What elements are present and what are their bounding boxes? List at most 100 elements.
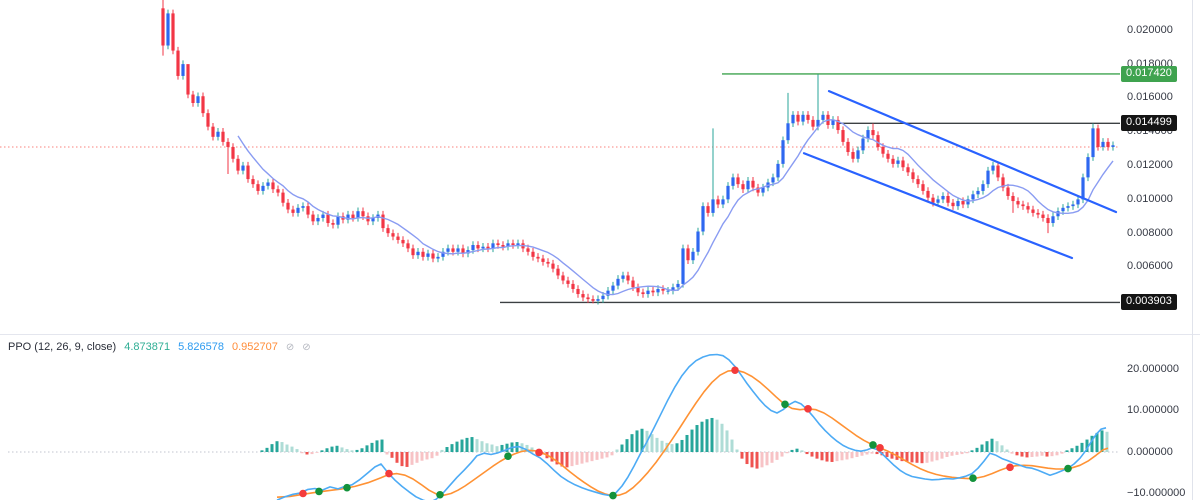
histogram-bar bbox=[890, 452, 894, 459]
histogram-bar bbox=[480, 441, 484, 452]
histogram-bar bbox=[570, 452, 574, 467]
candle-body bbox=[611, 285, 615, 291]
histogram-bar bbox=[790, 449, 794, 452]
candle-body bbox=[631, 280, 635, 288]
histogram-bar bbox=[625, 439, 629, 452]
candle-body bbox=[781, 140, 785, 164]
candle-body bbox=[561, 275, 565, 281]
candle-body bbox=[181, 64, 185, 76]
candle-body bbox=[791, 114, 795, 124]
histogram-bar bbox=[755, 452, 759, 469]
price-level-badge: 0.017420 bbox=[1121, 65, 1177, 82]
candle-body bbox=[756, 187, 760, 193]
price-tick-label: 0.006000 bbox=[1127, 260, 1173, 273]
candle-body bbox=[656, 288, 660, 293]
candle-body bbox=[496, 243, 500, 246]
histogram-bar bbox=[1080, 442, 1084, 452]
crossover-dot bbox=[385, 469, 393, 478]
candle-body bbox=[671, 287, 675, 291]
indicator-legend[interactable]: PPO (12, 26, 9, close) 4.873871 5.826578… bbox=[8, 341, 311, 354]
candle-body bbox=[431, 253, 435, 259]
candle-body bbox=[231, 146, 235, 159]
histogram-bar bbox=[340, 447, 344, 452]
candle-body bbox=[861, 138, 865, 151]
candle-body bbox=[1016, 201, 1020, 205]
candle-body bbox=[1111, 145, 1115, 147]
histogram-bar bbox=[345, 449, 349, 452]
histogram-bar bbox=[715, 419, 719, 452]
crossover-dot bbox=[535, 448, 543, 457]
histogram-bar bbox=[815, 452, 819, 459]
histogram-bar bbox=[700, 421, 704, 452]
histogram-bar bbox=[915, 452, 919, 463]
histogram-bar bbox=[530, 447, 534, 452]
candle-body bbox=[916, 179, 920, 185]
pane-separator[interactable] bbox=[0, 334, 1200, 335]
histogram-bar bbox=[710, 417, 714, 452]
candle-body bbox=[321, 214, 325, 218]
crossover-dot bbox=[1064, 464, 1072, 473]
candle-body bbox=[666, 290, 670, 292]
candle-body bbox=[476, 245, 480, 249]
histogram-bar bbox=[660, 440, 664, 452]
histogram-bar bbox=[1045, 452, 1049, 457]
candle-body bbox=[581, 294, 585, 298]
candle-body bbox=[651, 290, 655, 293]
candle-body bbox=[1041, 214, 1045, 218]
candle-body bbox=[746, 180, 750, 190]
candle-body bbox=[401, 239, 405, 244]
histogram-bar bbox=[620, 444, 624, 452]
histogram-bar bbox=[335, 445, 339, 452]
histogram-bar bbox=[720, 423, 724, 452]
disabled-icon[interactable]: ⊘ bbox=[285, 342, 295, 353]
candle-body bbox=[661, 288, 665, 291]
histogram-bar bbox=[905, 452, 909, 462]
disabled-icon[interactable]: ⊘ bbox=[302, 342, 311, 353]
candle-body bbox=[911, 172, 915, 180]
histogram-bar bbox=[420, 452, 424, 461]
candle-body bbox=[191, 94, 195, 103]
candle-body bbox=[976, 190, 980, 195]
candle-body bbox=[931, 197, 935, 203]
candle-body bbox=[796, 114, 800, 122]
histogram-bar bbox=[885, 452, 889, 457]
histogram-bar bbox=[960, 452, 964, 455]
histogram-bar bbox=[365, 445, 369, 452]
candle-body bbox=[226, 141, 230, 147]
candle-body bbox=[386, 228, 390, 234]
candle-body bbox=[841, 130, 845, 142]
histogram-bar bbox=[750, 452, 754, 468]
histogram-bar bbox=[1015, 452, 1019, 456]
candle-body bbox=[556, 268, 560, 276]
histogram-bar bbox=[435, 452, 439, 456]
histogram-bar bbox=[565, 452, 569, 468]
candle-body bbox=[681, 248, 685, 284]
candle-body bbox=[491, 243, 495, 249]
candle-body bbox=[1091, 128, 1095, 158]
crossover-dot bbox=[315, 487, 323, 496]
histogram-bar bbox=[1020, 452, 1024, 457]
candle-body bbox=[301, 206, 305, 208]
histogram-bar bbox=[730, 439, 734, 452]
histogram-bar bbox=[1030, 452, 1034, 457]
candle-body bbox=[851, 152, 855, 159]
candle-body bbox=[701, 206, 705, 232]
candle-body bbox=[306, 206, 310, 215]
histogram-bar bbox=[1095, 432, 1099, 452]
histogram-bar bbox=[415, 452, 419, 463]
histogram-bar bbox=[295, 449, 299, 452]
candle-body bbox=[531, 251, 535, 257]
candle-body bbox=[726, 185, 730, 200]
candle-body bbox=[871, 130, 875, 136]
price-tick-label: 0.008000 bbox=[1127, 226, 1173, 239]
candle-body bbox=[296, 207, 300, 213]
histogram-bar bbox=[840, 452, 844, 461]
histogram-bar bbox=[655, 437, 659, 452]
histogram-bar bbox=[745, 452, 749, 465]
candle-body bbox=[186, 64, 190, 95]
histogram-bar bbox=[475, 439, 479, 452]
histogram-bar bbox=[675, 443, 679, 452]
candle-body bbox=[641, 292, 645, 295]
histogram-bar bbox=[490, 444, 494, 452]
